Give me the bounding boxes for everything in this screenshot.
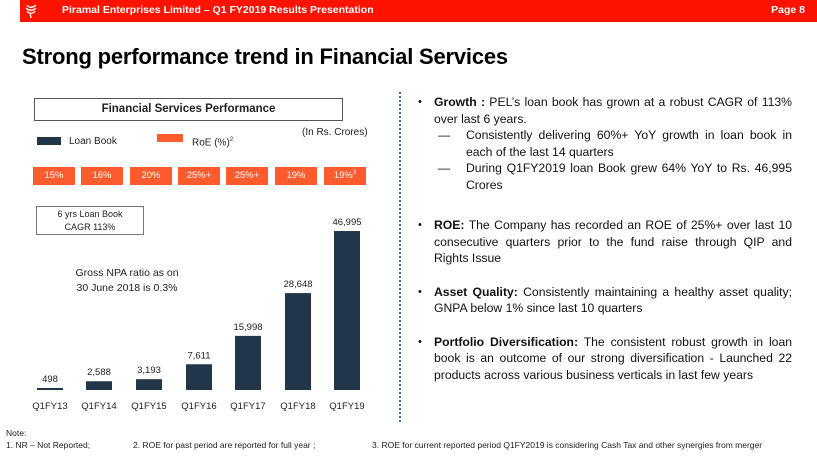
legend-label-loan-book: Loan Book <box>69 136 117 147</box>
bar-value-label: 28,648 <box>283 279 312 290</box>
bullet-portfolio-heading: Portfolio Diversification: <box>434 334 579 349</box>
loan-book-bar-chart: 498 Q1FY13 2,588 Q1FY14 3,193 Q1FY15 7,611 Q1FY… <box>32 217 364 412</box>
bar-value-label: 15,998 <box>233 322 262 333</box>
roe-value: 25%+ <box>234 170 260 181</box>
legend-roe-text: RoE (%) <box>192 137 230 149</box>
bullet-growth-heading: Growth : <box>434 95 486 109</box>
bar-value-label: 2,588 <box>87 367 111 378</box>
sub-bullet-2: — During Q1FY2019 loan Book grew 64% YoY… <box>414 160 792 193</box>
legend-roe-footnote: 2 <box>229 137 234 143</box>
bullet-asset-quality-text: Consistently maintaining a healthy asset… <box>434 284 792 316</box>
bullet-glyph: • <box>418 335 422 348</box>
roe-value: 19% <box>286 170 306 181</box>
sub-bullet-2-text: During Q1FY2019 loan Book grew 64% YoY t… <box>466 161 792 192</box>
page-number: Page 8 <box>771 4 805 16</box>
bullet-asset-quality-heading: Asset Quality: <box>434 284 518 299</box>
page-title: Strong performance trend in Financial Se… <box>22 44 508 69</box>
bar-q1fy14 <box>86 381 112 390</box>
roe-value-box: 20% <box>130 167 172 185</box>
legend-label-roe: RoE (%)2 <box>192 137 233 148</box>
legend-swatch-roe <box>157 134 183 142</box>
section-divider <box>399 92 401 422</box>
bullet-portfolio-text: The consistent robust growth in loan boo… <box>434 334 792 382</box>
header-bar: Piramal Enterprises Limited – Q1 FY2019 … <box>20 0 817 22</box>
units-label: (In Rs. Crores) <box>302 127 368 138</box>
legend-swatch-loan-book <box>37 137 61 145</box>
roe-value-box: 19%3 <box>324 167 366 185</box>
roe-value-box: 16% <box>81 167 123 185</box>
chart-header: Financial Services Performance <box>34 98 343 121</box>
bullet-growth-text: PEL’s loan book has grown at a robust CA… <box>434 95 792 126</box>
presentation-title: Piramal Enterprises Limited – Q1 FY2019 … <box>62 4 374 16</box>
roe-value-box: 25%+ <box>178 167 220 185</box>
bullet-glyph: • <box>418 219 422 231</box>
bullet-roe: • ROE: The Company has recorded an ROE o… <box>414 217 792 267</box>
roe-value-box: 19% <box>275 167 317 185</box>
bullet-growth: • Growth : PEL’s loan book has grown at … <box>414 94 792 127</box>
sub-bullet-1-text: Consistently delivering 60%+ YoY growth … <box>466 128 792 159</box>
x-tick-label: Q1FY13 <box>32 401 67 412</box>
x-tick-label: Q1FY14 <box>81 401 116 412</box>
dash-glyph: — <box>438 128 451 142</box>
bar-value-label: 3,193 <box>137 365 161 376</box>
roe-value: 25%+ <box>186 170 212 181</box>
bullet-portfolio: • Portfolio Diversification: The consist… <box>414 334 792 384</box>
cagr-line-1: 6 yrs Loan Book <box>57 209 123 219</box>
bar-q1fy16 <box>186 364 212 390</box>
roe-value: 15% <box>44 170 64 181</box>
roe-value-box: 15% <box>33 167 75 185</box>
roe-value-box: 25%+ <box>226 167 268 185</box>
sub-bullet-1: — Consistently delivering 60%+ YoY growt… <box>414 127 792 160</box>
piramal-logo-icon <box>25 4 37 19</box>
x-tick-label: Q1FY18 <box>280 401 315 412</box>
roe-value: 16% <box>92 170 112 181</box>
note-2: 2. ROE for past period are reported for … <box>133 440 316 450</box>
x-tick-label: Q1FY19 <box>329 401 364 412</box>
notes-heading: Note: <box>6 428 27 438</box>
bullet-list: • Growth : PEL’s loan book has grown at … <box>414 94 792 383</box>
cagr-callout: 6 yrs Loan Book CAGR 113% <box>36 206 144 235</box>
bar-q1fy19 <box>334 231 360 390</box>
npa-line-2: 30 June 2018 is 0.3% <box>76 282 178 294</box>
bar-value-label: 498 <box>42 374 58 385</box>
x-tick-label: Q1FY16 <box>181 401 216 412</box>
bar-q1fy13 <box>37 388 63 390</box>
footnotes: Note: 1. NR – Not Reported; 2. ROE for p… <box>6 428 816 452</box>
bar-q1fy15 <box>136 379 162 390</box>
bullet-roe-text: The Company has recorded an ROE of 25%+ … <box>434 218 792 265</box>
bullet-asset-quality: • Asset Quality: Consistently maintainin… <box>414 284 792 317</box>
bar-value-label: 46,995 <box>332 217 361 228</box>
bar-q1fy18 <box>285 293 311 390</box>
roe-value: 19% <box>333 170 353 181</box>
note-3: 3. ROE for current reported period Q1FY2… <box>372 440 763 450</box>
npa-note: Gross NPA ratio as on 30 June 2018 is 0.… <box>62 266 192 296</box>
x-tick-label: Q1FY15 <box>131 401 166 412</box>
cagr-line-2: CAGR 113% <box>64 222 116 232</box>
bar-q1fy17 <box>235 335 261 390</box>
note-1: 1. NR – Not Reported; <box>6 440 91 450</box>
roe-value: 20% <box>141 170 161 181</box>
bullet-roe-heading: ROE: <box>434 218 465 232</box>
dash-glyph: — <box>438 161 451 175</box>
bullet-glyph: • <box>418 96 422 108</box>
npa-line-1: Gross NPA ratio as on <box>75 267 179 279</box>
bullet-glyph: • <box>418 285 422 298</box>
bar-value-label: 7,611 <box>187 350 210 361</box>
roe-footnote-marker: 3 <box>352 169 357 176</box>
x-tick-label: Q1FY17 <box>230 401 265 412</box>
